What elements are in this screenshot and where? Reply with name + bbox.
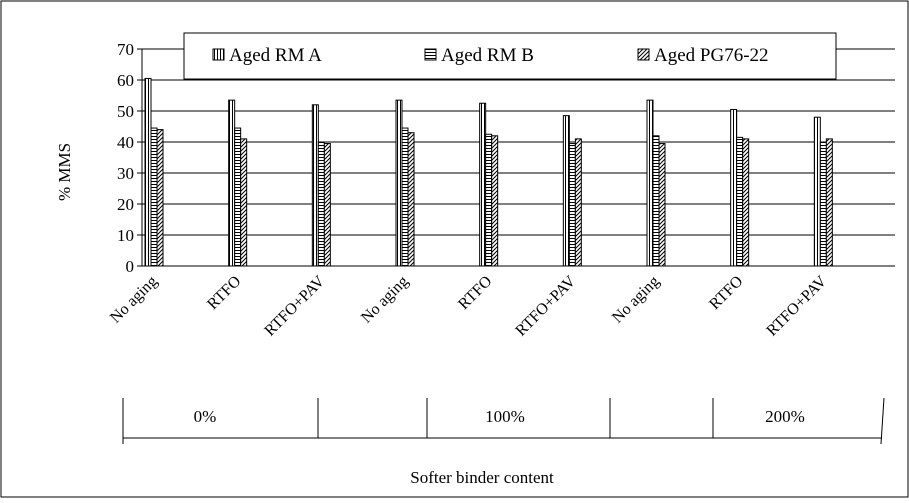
- bar: [730, 108, 738, 267]
- bar: [574, 138, 582, 267]
- bar: [311, 104, 319, 267]
- group-divider: [880, 397, 885, 445]
- legend-swatch: [424, 48, 437, 61]
- bar: [568, 143, 576, 267]
- legend-box: [183, 32, 837, 80]
- bar: [646, 99, 654, 267]
- group-label: 200%: [765, 407, 805, 426]
- y-axis-title: % MMS: [55, 143, 74, 201]
- x-axis-title: Softer binder content: [410, 468, 554, 487]
- legend-label: Aged RM B: [441, 45, 534, 66]
- bar: [658, 143, 666, 267]
- y-tick-label: 50: [117, 102, 134, 121]
- legend: Aged RM A Aged RM B Aged PG76-22: [183, 32, 837, 80]
- bar: [819, 141, 827, 267]
- bar: [317, 141, 325, 267]
- legend-label: Aged PG76-22: [654, 45, 769, 66]
- y-tick-label: 70: [117, 40, 134, 59]
- bar: [395, 99, 403, 267]
- bar: [825, 138, 833, 267]
- bar: [150, 127, 158, 267]
- bar: [156, 129, 164, 267]
- legend-swatch: [212, 48, 225, 61]
- bar: [144, 77, 152, 267]
- bar: [562, 115, 570, 267]
- bar: [234, 127, 242, 267]
- bar: [652, 135, 660, 267]
- bar: [491, 135, 499, 267]
- bar: [736, 136, 744, 267]
- y-tick-label: 60: [117, 71, 134, 90]
- bar: [323, 143, 331, 267]
- axes: [122, 48, 895, 445]
- bar: [485, 133, 493, 267]
- y-tick-label: 10: [117, 226, 134, 245]
- y-tick-label: 20: [117, 195, 134, 214]
- bar: [742, 138, 750, 267]
- y-tick-label: 0: [126, 257, 135, 276]
- bar: [407, 132, 415, 267]
- y-tick-label: 30: [117, 164, 134, 183]
- y-tick-label: 40: [117, 133, 134, 152]
- bar: [813, 116, 821, 267]
- legend-swatch: [637, 48, 650, 61]
- bar: [479, 102, 487, 267]
- group-label: 100%: [485, 407, 525, 426]
- bar: [228, 99, 236, 267]
- legend-label: Aged RM A: [229, 45, 322, 66]
- group-label: 0%: [194, 407, 217, 426]
- bar: [401, 127, 409, 267]
- bar: [240, 138, 248, 267]
